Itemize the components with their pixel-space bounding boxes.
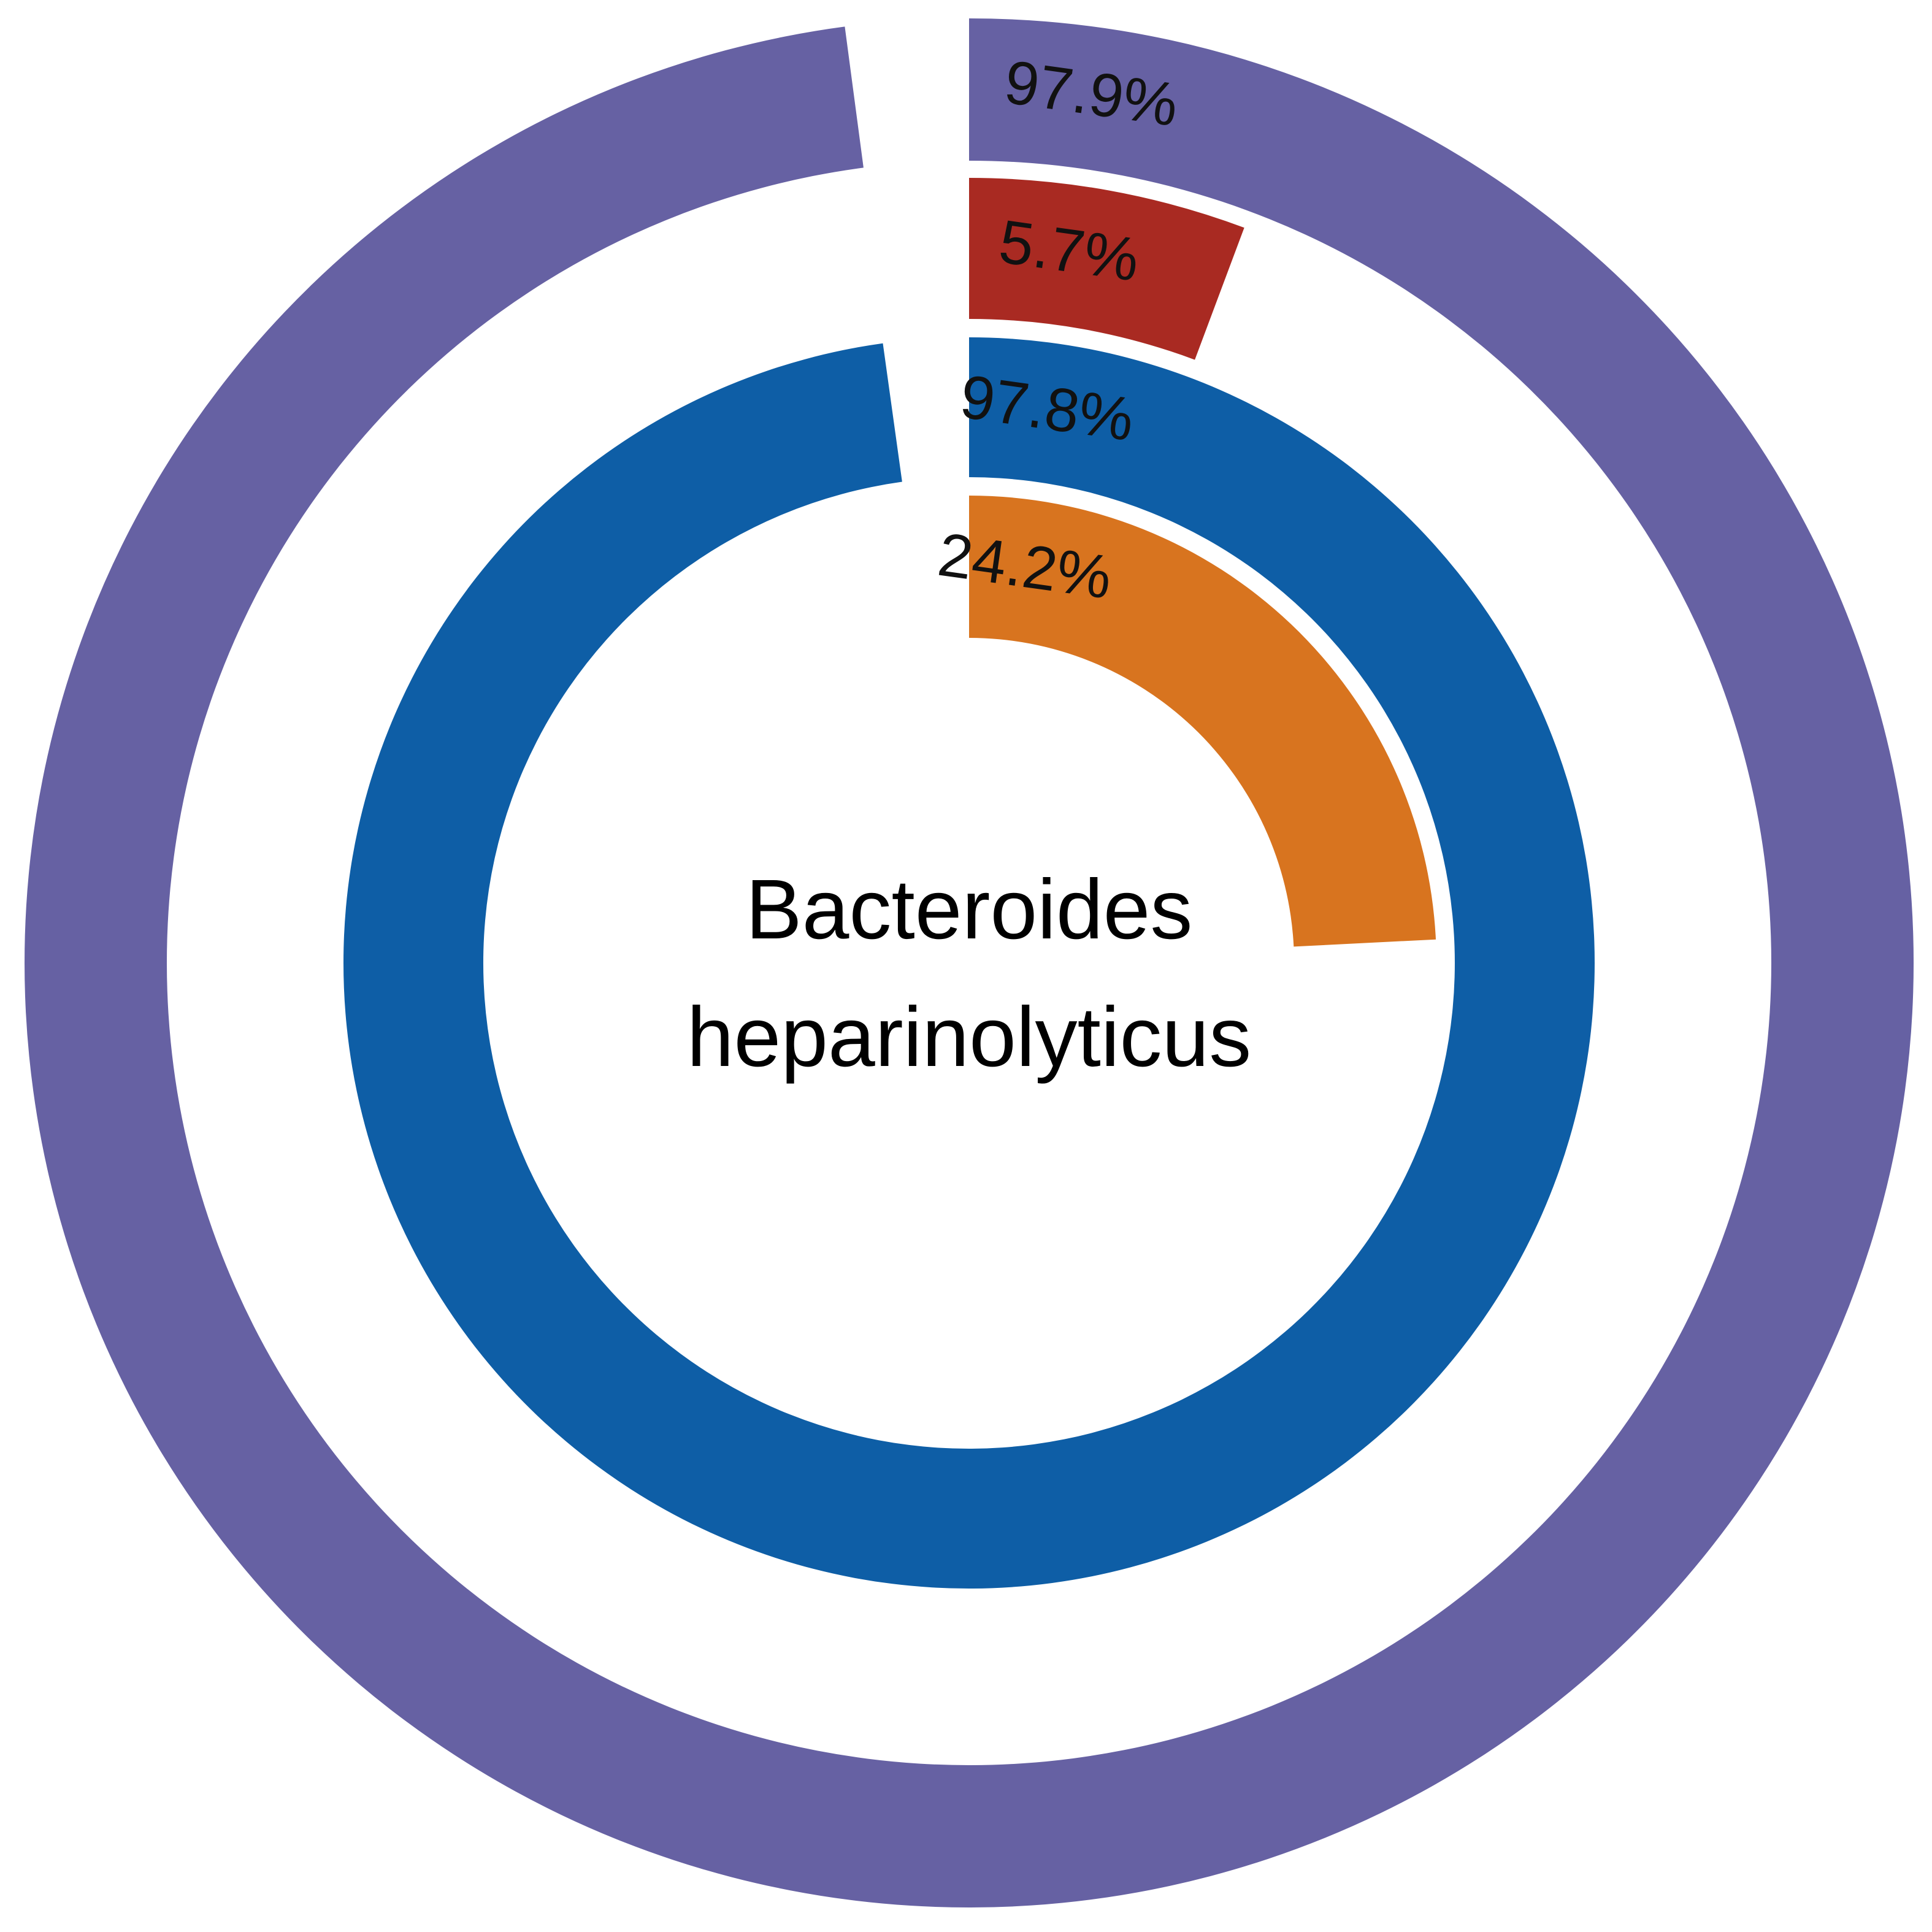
center-label-line-1: Bacteroides — [746, 862, 1193, 957]
ring-bar-2 — [969, 178, 1244, 360]
ring-bars — [25, 18, 1914, 1907]
center-label-line-2: heparinolyticus — [687, 990, 1252, 1084]
ring-bar-4 — [969, 496, 1436, 947]
